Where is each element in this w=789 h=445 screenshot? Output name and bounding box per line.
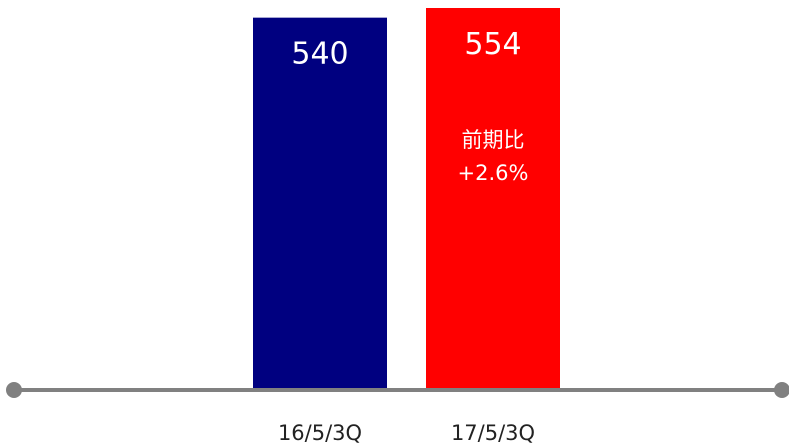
data-label-16/5/3Q: 540 bbox=[291, 37, 348, 72]
x-tick-label-17/5/3Q: 17/5/3Q bbox=[451, 421, 535, 445]
growth-annotation-line-2: +2.6% bbox=[458, 161, 529, 185]
growth-annotation-line-1: 前期比 bbox=[462, 128, 525, 152]
x-tick-label-16/5/3Q: 16/5/3Q bbox=[278, 421, 362, 445]
x-axis-left-endpoint bbox=[6, 382, 22, 398]
data-label-17/5/3Q: 554 bbox=[464, 27, 521, 62]
x-axis-right-endpoint bbox=[774, 382, 789, 398]
x-axis bbox=[6, 382, 789, 398]
bar-16/5/3Q bbox=[253, 17, 387, 390]
label-group: 540 16/5/3Q 554 17/5/3Q 前期比 +2.6% bbox=[278, 27, 535, 445]
bar-17/5/3Q bbox=[426, 8, 560, 390]
bar-group bbox=[253, 8, 560, 390]
